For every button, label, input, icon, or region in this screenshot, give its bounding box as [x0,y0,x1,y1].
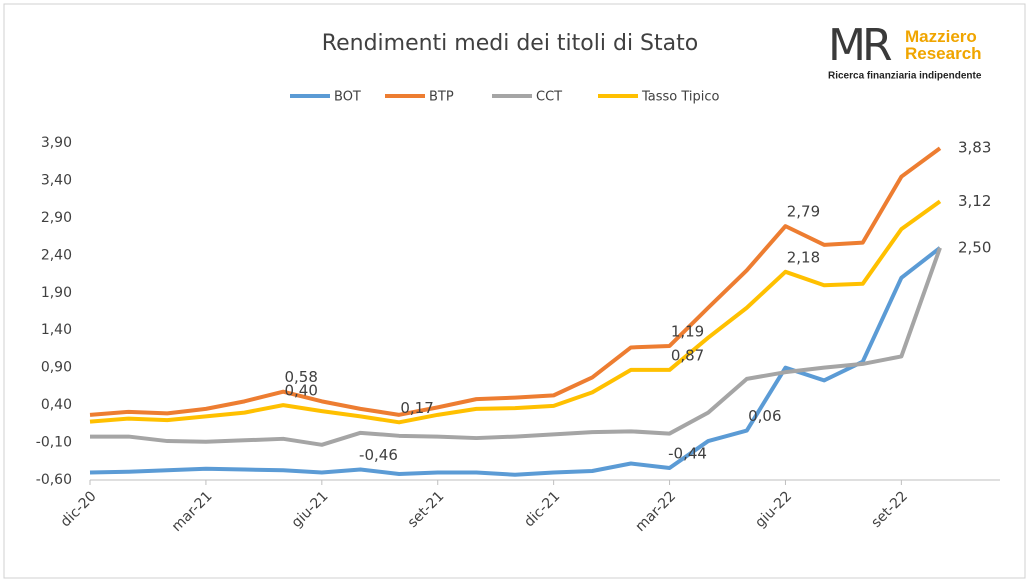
data-label: 0,87 [671,346,704,364]
data-label: 2,79 [787,203,820,221]
data-label: 2,50 [958,238,991,256]
legend-label: Tasso Tipico [641,90,720,105]
frame [3,3,1026,579]
legend-label: BTP [429,90,454,105]
legend-label: CCT [536,90,562,105]
data-label: 0,17 [400,399,433,417]
legend-label: BOT [334,90,361,105]
y-tick-label: -0,10 [36,435,72,451]
series-line [89,199,942,425]
data-label: 2,18 [787,248,820,266]
logo-tagline: Ricerca finanziaria indipendente [828,71,982,82]
y-tick-label: 0,40 [41,397,72,413]
series-line [89,146,942,417]
logo-name-box: Mazziero Research [905,28,982,63]
logo-name: Mazziero Research [905,28,982,63]
data-label: 3,83 [958,139,991,157]
y-tick-label: 0,90 [41,360,72,376]
series-line [90,247,942,447]
logo-mark: MR [828,20,892,71]
y-tick-label: 3,40 [41,172,72,188]
y-tick-label: 1,90 [41,285,72,301]
data-label: 3,12 [958,192,991,210]
data-label: 1,19 [671,322,704,340]
data-label: -0,46 [359,446,398,464]
y-tick-label: 3,90 [41,135,72,151]
y-tick-label: -0,60 [36,472,72,488]
data-label: 0,58 [284,368,317,386]
y-tick-label: 2,40 [41,247,72,263]
data-label: 0,40 [284,382,317,400]
chart-title: Rendimenti medi dei titoli di Stato [322,31,698,56]
data-label: -0,44 [668,445,707,463]
data-label: 0,06 [748,407,781,425]
y-tick-label: 2,90 [41,210,72,226]
y-tick-label: 1,40 [41,322,72,338]
